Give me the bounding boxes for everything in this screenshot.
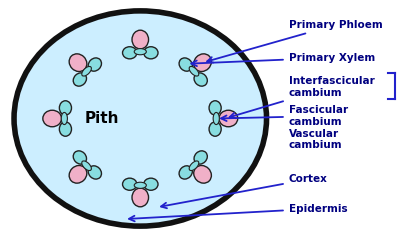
Ellipse shape [61,112,67,125]
Ellipse shape [193,54,211,72]
Ellipse shape [143,178,158,190]
Ellipse shape [213,112,219,125]
Text: Pith: Pith [85,111,119,126]
Text: Epidermis: Epidermis [129,204,346,221]
Ellipse shape [132,30,148,49]
Ellipse shape [43,110,62,127]
Ellipse shape [122,47,136,59]
Ellipse shape [194,73,207,86]
Text: Primary Phloem: Primary Phloem [207,20,382,63]
Ellipse shape [209,122,221,136]
Ellipse shape [88,166,101,179]
Ellipse shape [88,58,101,71]
Ellipse shape [194,151,207,164]
Ellipse shape [189,66,198,76]
Ellipse shape [218,110,237,127]
Ellipse shape [209,101,221,115]
Ellipse shape [179,166,192,179]
Ellipse shape [81,161,91,171]
Ellipse shape [179,58,192,71]
Ellipse shape [69,165,87,183]
Ellipse shape [59,122,71,136]
Ellipse shape [73,73,86,86]
Ellipse shape [73,151,86,164]
Ellipse shape [14,11,266,226]
Text: Interfascicular
cambium: Interfascicular cambium [229,76,373,118]
Ellipse shape [59,101,71,115]
Ellipse shape [189,161,198,171]
Text: Cortex: Cortex [161,174,327,208]
Ellipse shape [134,182,146,188]
Text: Primary Xylem: Primary Xylem [191,53,374,66]
Ellipse shape [122,178,136,190]
Ellipse shape [132,188,148,207]
Text: Vascular
cambium: Vascular cambium [288,129,341,150]
Text: Fascicular
cambium: Fascicular cambium [220,105,347,127]
Ellipse shape [193,165,211,183]
Ellipse shape [81,66,91,76]
Ellipse shape [69,54,87,72]
Ellipse shape [143,47,158,59]
Ellipse shape [134,49,146,55]
